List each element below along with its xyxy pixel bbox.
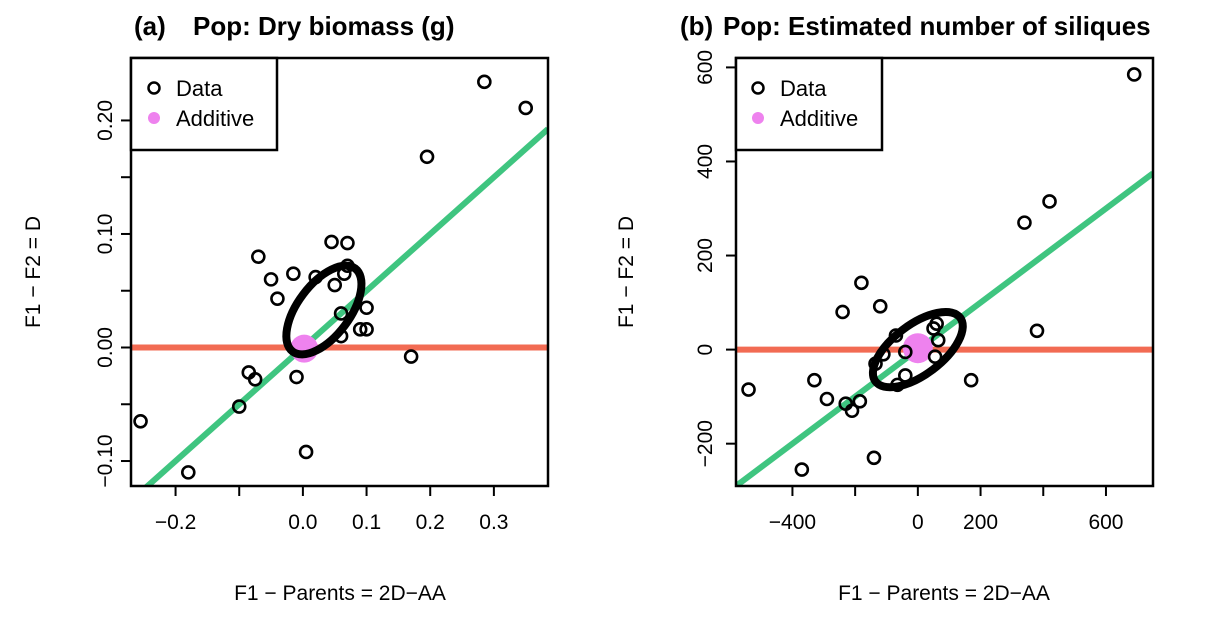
panel-a-legend: Data Additive xyxy=(129,56,279,152)
data-point xyxy=(333,306,349,321)
legend-data-label: Data xyxy=(780,76,827,101)
legend-data-marker xyxy=(751,81,765,95)
y-tick-label: 0.20 xyxy=(94,100,117,141)
data-point xyxy=(403,349,419,364)
panel-a-plot-frame xyxy=(129,56,550,488)
x-tick-label: 0.1 xyxy=(352,511,381,534)
panel-a-y-axis-label: F1 − F2 = D xyxy=(22,216,45,328)
legend-data-marker xyxy=(147,81,161,95)
data-point xyxy=(340,235,355,251)
data-point xyxy=(251,249,266,264)
panel-a-tag: (a) xyxy=(134,11,166,41)
legend-additive-marker xyxy=(752,112,764,124)
x-tick-label: 0 xyxy=(912,511,924,534)
x-tick-label: 0.2 xyxy=(416,511,445,534)
data-point xyxy=(741,382,756,397)
additive-expectation-line xyxy=(143,126,548,486)
data-point xyxy=(352,322,368,337)
y-tick-label: 0.00 xyxy=(94,327,117,368)
data-point xyxy=(852,394,868,409)
panel-b-legend: Data Additive xyxy=(734,56,884,152)
data-point xyxy=(231,399,247,414)
panel-a-title: Pop: Dry biomass (g) xyxy=(193,11,454,41)
panel-b-x-axis-label: F1 − Parents = 2D−AA xyxy=(838,582,1050,605)
data-point xyxy=(289,369,304,385)
data-point xyxy=(866,450,882,466)
data-point xyxy=(263,272,279,287)
data-point xyxy=(794,462,810,477)
x-tick-label: 0.3 xyxy=(479,511,508,534)
panel-a-y-axis: −0.10 0.00 0.10 0.20 xyxy=(94,100,131,488)
data-point xyxy=(247,371,263,387)
x-tick-label: 0.0 xyxy=(288,511,317,534)
panel-b-legend-box xyxy=(734,56,884,152)
data-point xyxy=(929,316,944,332)
data-point xyxy=(807,372,822,388)
panel-b-y-axis-label: F1 − F2 = D xyxy=(615,216,638,328)
panel-a-x-axis-label: F1 − Parents = 2D−AA xyxy=(234,582,446,605)
data-point xyxy=(477,74,492,90)
x-tick-label: −0.2 xyxy=(155,511,196,534)
data-point xyxy=(180,465,196,480)
panel-b-tag: (b) xyxy=(680,11,713,41)
y-tick-label: −0.10 xyxy=(94,434,117,487)
legend-additive-label: Additive xyxy=(780,106,858,131)
data-point xyxy=(1126,67,1142,82)
y-tick-label: 200 xyxy=(694,238,717,273)
data-point xyxy=(835,304,850,320)
data-point xyxy=(133,413,148,429)
data-point xyxy=(930,332,946,348)
panel-a-x-axis: −0.2 0.0 0.1 0.2 0.3 xyxy=(155,486,508,534)
legend-additive-marker xyxy=(148,112,160,124)
y-tick-label: 0 xyxy=(694,344,717,356)
y-tick-label: 0.10 xyxy=(94,214,117,255)
data-point xyxy=(1029,323,1045,339)
data-point xyxy=(359,322,374,337)
y-tick-label: −200 xyxy=(694,420,717,467)
data-point xyxy=(844,403,860,419)
data-point xyxy=(298,444,314,460)
panel-b-marks xyxy=(736,67,1153,486)
data-point xyxy=(898,344,913,360)
data-point xyxy=(927,349,943,364)
panel-b-title: Pop: Estimated number of siliques xyxy=(723,11,1151,41)
panel-a-marks xyxy=(131,74,548,486)
data-point xyxy=(324,234,339,250)
panel-b-x-axis: −400 0 200 600 xyxy=(769,486,1123,534)
data-point xyxy=(359,300,374,316)
panel-b-plot-frame xyxy=(734,56,1155,488)
data-point xyxy=(819,391,835,407)
confidence-ellipse xyxy=(282,261,366,359)
x-tick-label: −400 xyxy=(769,511,816,534)
data-point xyxy=(286,266,301,282)
panel-a: (a) Pop: Dry biomass (g) −0.2 0.0 0.1 0.2 0.… xyxy=(22,11,550,605)
panel-a-legend-box xyxy=(129,56,279,152)
data-point xyxy=(419,149,435,165)
panel-b-y-axis: −200 0 200 400 600 xyxy=(694,50,736,467)
data-point xyxy=(1042,194,1057,209)
x-tick-label: 600 xyxy=(1088,511,1123,534)
data-point xyxy=(854,275,869,291)
y-tick-label: 400 xyxy=(694,144,717,179)
data-point xyxy=(963,372,979,388)
data-point xyxy=(327,277,343,293)
legend-additive-label: Additive xyxy=(176,106,254,131)
data-point xyxy=(1017,215,1032,230)
data-point xyxy=(270,291,285,306)
confidence-ellipse xyxy=(868,307,967,392)
y-tick-label: 600 xyxy=(694,50,717,85)
data-point xyxy=(518,100,534,116)
legend-data-label: Data xyxy=(176,76,223,101)
additive-expectation-line xyxy=(736,170,1153,486)
x-tick-label: 200 xyxy=(963,511,998,534)
panel-b: (b) Pop: Estimated number of siliques −4… xyxy=(615,11,1155,605)
data-point xyxy=(872,299,888,314)
